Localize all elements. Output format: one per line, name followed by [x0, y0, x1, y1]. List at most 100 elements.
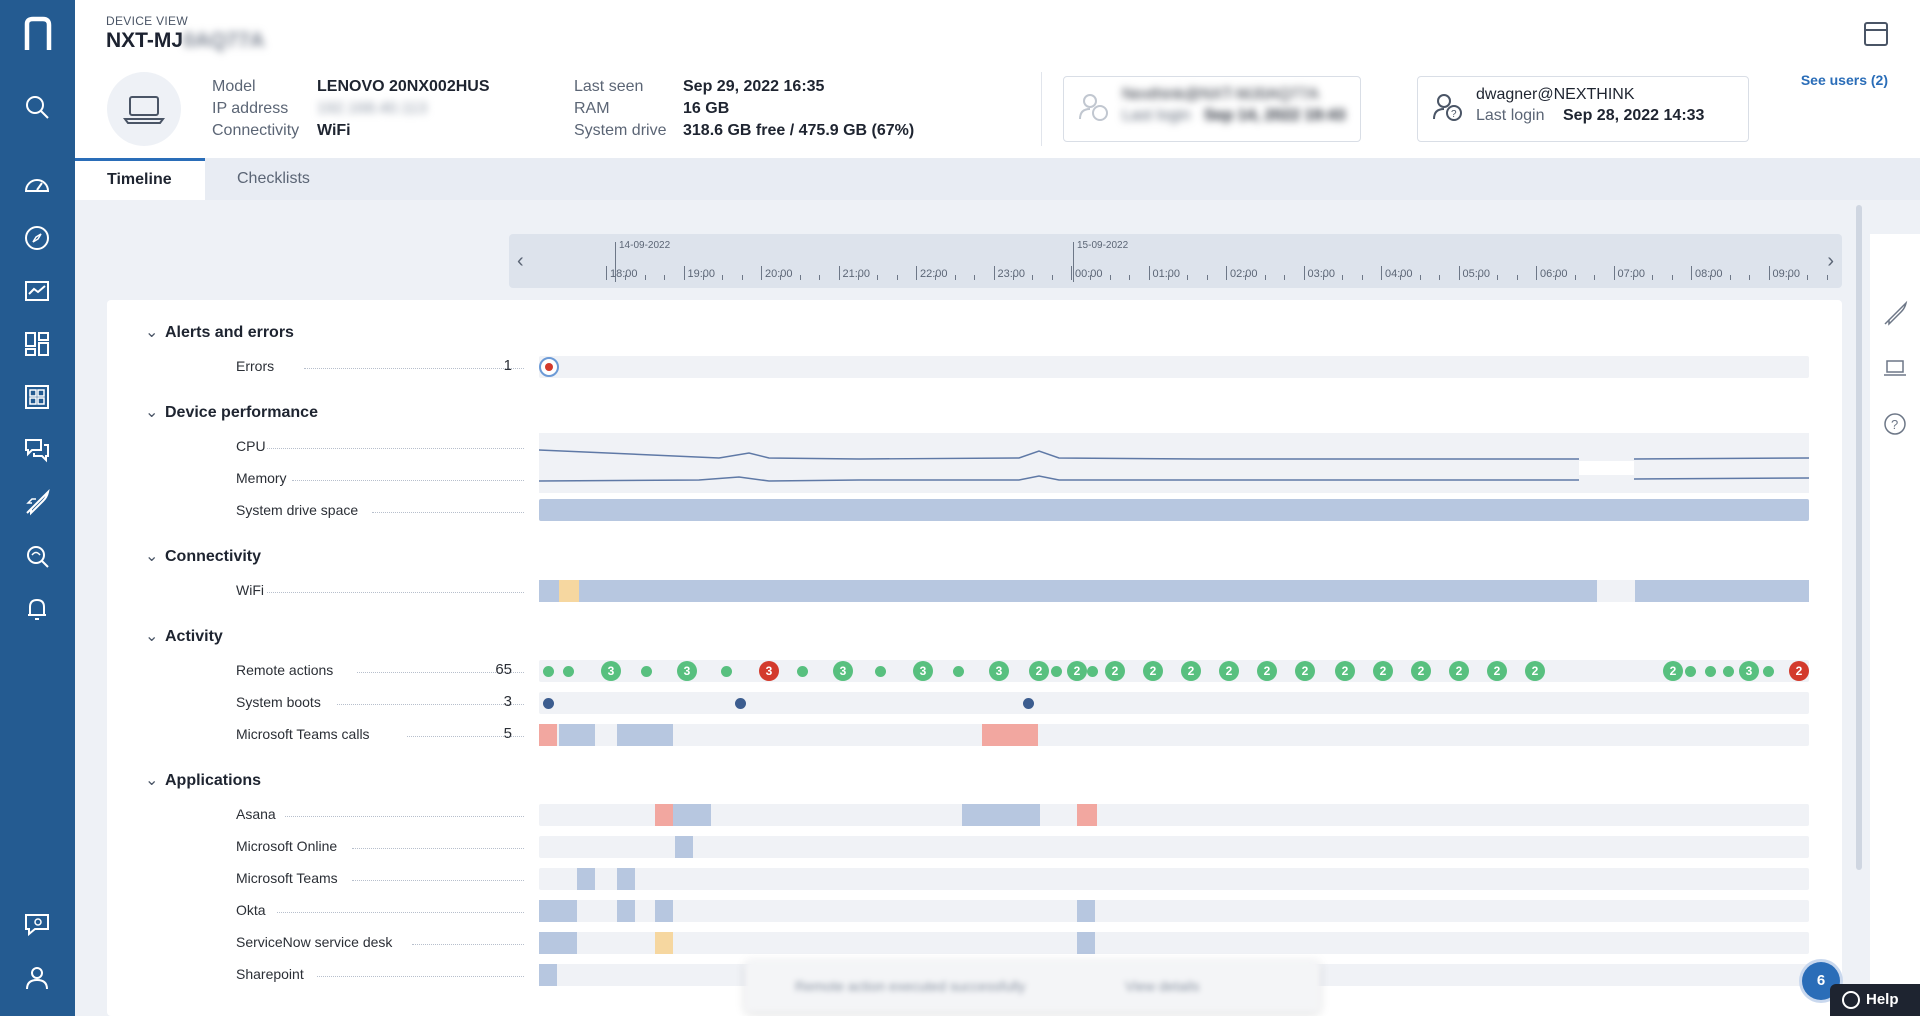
remote-action-count-badge[interactable]: 2	[1487, 661, 1507, 681]
remote-action-count-badge[interactable]: 2	[1029, 661, 1049, 681]
rocket-icon[interactable]	[1881, 300, 1909, 328]
user-card-2[interactable]: ? dwagner@NEXTHINK Last login Sep 28, 20…	[1417, 76, 1749, 142]
remote-action-count-badge[interactable]: 3	[1739, 661, 1759, 681]
lane-ms-online[interactable]	[539, 836, 1809, 858]
section-performance[interactable]: ⌄ Device performance	[145, 404, 318, 421]
axis-tick	[1303, 266, 1305, 280]
remote-action-count-badge[interactable]: 2	[1295, 661, 1315, 681]
remote-action-count-badge[interactable]: 2	[1525, 661, 1545, 681]
user-icon[interactable]	[16, 957, 58, 999]
user-2-login-label: Last login	[1476, 107, 1545, 124]
remote-action-count-badge[interactable]: 2	[1257, 661, 1277, 681]
lane-okta[interactable]	[539, 900, 1809, 922]
rocket-icon[interactable]	[16, 482, 58, 524]
remote-action-marker[interactable]	[875, 666, 886, 677]
see-users-link[interactable]: See users (2)	[1800, 72, 1888, 88]
scrollbar[interactable]	[1856, 205, 1862, 870]
remote-action-failed-badge[interactable]: 3	[759, 661, 779, 681]
remote-action-count-badge[interactable]: 3	[989, 661, 1009, 681]
remote-action-count-badge[interactable]: 3	[601, 661, 621, 681]
grid-icon[interactable]	[16, 376, 58, 418]
ram-value: 16 GB	[683, 100, 730, 117]
chat-icon[interactable]	[16, 429, 58, 471]
row-leader	[412, 944, 524, 945]
remote-action-count-badge[interactable]: 2	[1335, 661, 1355, 681]
remote-action-marker[interactable]	[1763, 666, 1774, 677]
remote-action-marker[interactable]	[721, 666, 732, 677]
remote-action-marker[interactable]	[797, 666, 808, 677]
axis-minor-tick	[1555, 275, 1557, 280]
remote-action-count-badge[interactable]: 2	[1219, 661, 1239, 681]
lane-errors[interactable]	[539, 356, 1809, 378]
timeline-axis[interactable]: ‹ › 18:00 19:00 20:00 21:00 22:00 23:00 00:00 0…	[509, 234, 1842, 288]
nexthink-logo[interactable]	[18, 14, 58, 54]
remote-action-count-badge[interactable]: 2	[1373, 661, 1393, 681]
remote-action-count-badge[interactable]: 2	[1663, 661, 1683, 681]
lane-servicenow[interactable]	[539, 932, 1809, 954]
remote-action-marker[interactable]	[1685, 666, 1696, 677]
remote-action-marker[interactable]	[1723, 666, 1734, 677]
section-connectivity[interactable]: ⌄ Connectivity	[145, 548, 262, 565]
section-alerts[interactable]: ⌄ Alerts and errors	[145, 324, 294, 341]
bell-icon[interactable]	[16, 588, 58, 630]
feedback-icon[interactable]	[16, 904, 58, 946]
lane-ms-teams[interactable]	[539, 868, 1809, 890]
compass-icon[interactable]	[16, 217, 58, 259]
chevron-right-icon[interactable]: ›	[1827, 250, 1834, 272]
remote-action-marker[interactable]	[1087, 666, 1098, 677]
row-leader	[277, 912, 524, 913]
remote-action-count-badge[interactable]: 2	[1449, 661, 1469, 681]
lane-wifi[interactable]	[539, 580, 1809, 602]
toast-action[interactable]: View details	[1125, 978, 1200, 994]
lane-drive[interactable]	[539, 499, 1809, 521]
toast-notification[interactable]: Remote action executed successfully View…	[745, 960, 1320, 1012]
remote-action-count-badge[interactable]: 2	[1143, 661, 1163, 681]
dashboard-icon[interactable]	[16, 323, 58, 365]
axis-minor-tick	[1187, 275, 1189, 280]
section-activity[interactable]: ⌄ Activity	[145, 628, 223, 645]
model-label: Model	[212, 78, 256, 95]
section-applications[interactable]: ⌄ Applications	[145, 772, 262, 789]
remote-action-marker[interactable]	[953, 666, 964, 677]
user-card-1[interactable]: Nexthink@NXT-MJ0AQ77A Last login Sep 14,…	[1063, 76, 1361, 142]
lane-asana[interactable]	[539, 804, 1809, 826]
boot-marker[interactable]	[543, 698, 554, 709]
axis-tick	[1691, 266, 1692, 280]
remote-action-count-badge[interactable]: 3	[913, 661, 933, 681]
user-2-login-value: Sep 28, 2022 14:33	[1563, 107, 1705, 124]
chevron-down-icon: ⌄	[145, 772, 159, 789]
remote-action-count-badge[interactable]: 2	[1067, 661, 1087, 681]
remote-action-count-badge[interactable]: 2	[1181, 661, 1201, 681]
remote-action-failed-badge[interactable]: 2	[1789, 661, 1809, 681]
row-leader	[304, 368, 524, 369]
gauge-icon[interactable]	[16, 164, 58, 206]
error-marker[interactable]	[539, 357, 559, 377]
laptop-icon[interactable]	[1881, 354, 1909, 382]
panel-toggle-icon[interactable]	[1864, 22, 1888, 46]
tab-timeline[interactable]: Timeline	[75, 158, 205, 200]
help-button[interactable]: Help	[1830, 984, 1920, 1016]
axis-minor-tick	[1710, 275, 1712, 280]
tab-checklists[interactable]: Checklists	[237, 170, 310, 187]
boot-marker[interactable]	[735, 698, 746, 709]
boot-marker[interactable]	[1023, 698, 1034, 709]
remote-action-marker[interactable]	[543, 666, 554, 677]
remote-action-marker[interactable]	[563, 666, 574, 677]
chevron-left-icon[interactable]: ‹	[517, 250, 524, 272]
remote-action-count-badge[interactable]: 3	[833, 661, 853, 681]
lane-teams-calls[interactable]	[539, 724, 1809, 746]
axis-tick	[606, 266, 607, 280]
remote-action-marker[interactable]	[1705, 666, 1716, 677]
help-circle-icon[interactable]: ?	[1881, 410, 1909, 438]
search-icon[interactable]	[16, 86, 58, 128]
investigate-icon[interactable]	[16, 535, 58, 577]
remote-action-count-badge[interactable]: 2	[1105, 661, 1125, 681]
cpu-memory-chart[interactable]	[539, 433, 1809, 497]
lane-system-boots[interactable]	[539, 692, 1809, 714]
monitor-chart-icon[interactable]	[16, 270, 58, 312]
remote-action-count-badge[interactable]: 2	[1411, 661, 1431, 681]
remote-action-marker[interactable]	[1051, 666, 1062, 677]
remote-action-marker[interactable]	[641, 666, 652, 677]
remote-action-count-badge[interactable]: 3	[677, 661, 697, 681]
